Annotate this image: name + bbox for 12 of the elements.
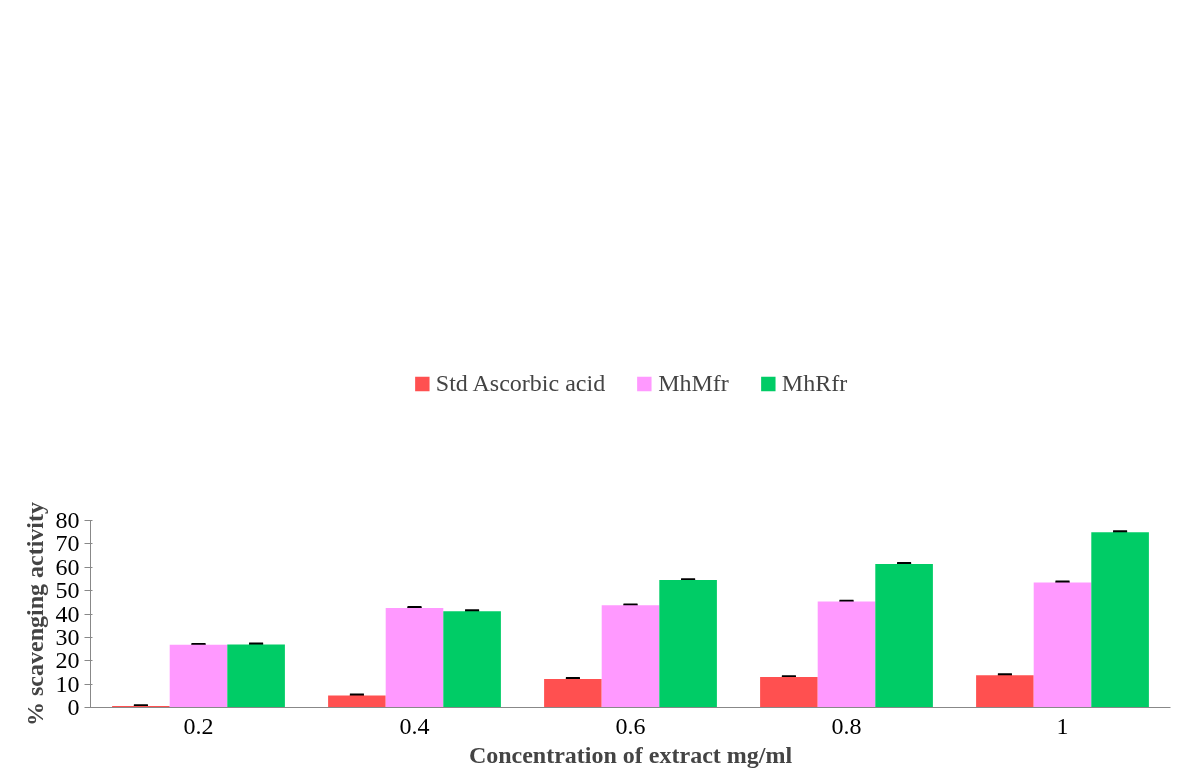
x-tick-label: 0.8 bbox=[831, 712, 862, 739]
x-tick-label: 0.4 bbox=[399, 712, 430, 739]
x-tick-label: 1 bbox=[1056, 712, 1069, 739]
legend-label: MhMfr bbox=[658, 369, 729, 397]
x-axis-title: Concentration of extract mg/ml bbox=[468, 741, 793, 768]
x-tick-label: 0.6 bbox=[615, 712, 646, 739]
y-tick-label: 0 bbox=[67, 694, 80, 720]
y-tick-label: 80 bbox=[55, 507, 80, 533]
x-tick-label: 0.2 bbox=[183, 712, 214, 739]
y-axis-title: % scavenging activity bbox=[21, 502, 48, 726]
legend-label: MhRfr bbox=[781, 369, 848, 397]
legend-label: Std Ascorbic acid bbox=[435, 369, 606, 397]
